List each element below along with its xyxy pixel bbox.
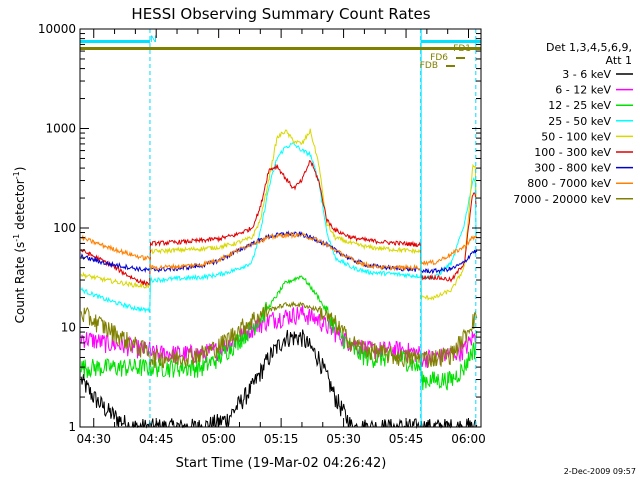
chart-title: HESSI Observing Summary Count Rates — [131, 5, 430, 23]
series-line — [80, 141, 478, 314]
timestamp: 2-Dec-2009 09:57 — [564, 467, 636, 476]
series-layer — [80, 128, 478, 429]
series-line — [80, 231, 478, 272]
x-tick-label: 05:30 — [326, 432, 361, 446]
legend-header: Att 1 — [606, 54, 632, 67]
y-tick-label: 10000 — [38, 22, 76, 36]
flag-label: FD1 — [453, 44, 471, 54]
series-line — [80, 160, 477, 287]
y-axis-label-sup2: -1 — [12, 171, 21, 179]
y-tick-label: 100 — [53, 221, 76, 235]
x-tick-label: 05:15 — [264, 432, 299, 446]
legend-entry-label: 50 - 100 keV — [541, 130, 611, 143]
y-axis-label-mid: detector — [13, 179, 27, 234]
legend-entry-label: 6 - 12 keV — [555, 84, 611, 97]
legend-entry-label: 3 - 6 keV — [562, 68, 611, 81]
y-axis-label: Count Rate (s-1 detector-1) — [12, 167, 27, 324]
flag-label: FD6 — [430, 53, 448, 63]
y-tick-label: 10 — [61, 321, 76, 335]
axis-layer: 1 10 100 1000 10000 04:30 04:45 05:00 05:15 05:30… — [38, 22, 486, 446]
legend-entry-label: 100 - 300 keV — [534, 146, 611, 159]
series-line — [80, 275, 478, 391]
x-axis-label: Start Time (19-Mar-02 04:26:42) — [176, 456, 387, 471]
legend-entry-label: 300 - 800 keV — [534, 162, 611, 175]
series-line — [80, 300, 478, 369]
fd1-flag-bar — [80, 47, 481, 50]
y-axis-label-end: ) — [13, 167, 27, 172]
legend: Det 1,3,4,5,6,9,Att 13 - 6 keV 6 - 12 keV… — [513, 41, 633, 206]
flag-label: N — [150, 35, 157, 45]
y-axis-label-main: Count Rate (s — [13, 242, 27, 324]
fd6-flag-bar — [456, 57, 465, 59]
x-tick-label: 04:45 — [139, 432, 174, 446]
y-tick-label: 1 — [68, 420, 76, 434]
legend-entry-label: 12 - 25 keV — [548, 99, 611, 112]
y-axis-label-sup1: -1 — [12, 234, 21, 242]
night-flag-bar — [420, 40, 481, 43]
flag-label: FDB — [420, 61, 438, 71]
x-tick-label: 05:00 — [201, 432, 236, 446]
legend-entry-label: 800 - 7000 keV — [527, 177, 611, 190]
night-flag-bar — [80, 40, 150, 43]
y-tick-label: 1000 — [45, 122, 76, 136]
x-tick-label: 04:30 — [76, 432, 111, 446]
legend-entry-label: 7000 - 20000 keV — [513, 193, 611, 206]
x-tick-label: 06:00 — [451, 432, 486, 446]
legend-header: Det 1,3,4,5,6,9, — [546, 41, 632, 54]
x-tick-label: 05:45 — [389, 432, 424, 446]
series-line — [80, 128, 477, 301]
fdb-flag-bar — [446, 65, 455, 67]
series-line — [80, 230, 478, 275]
legend-entry-label: 25 - 50 keV — [548, 115, 611, 128]
